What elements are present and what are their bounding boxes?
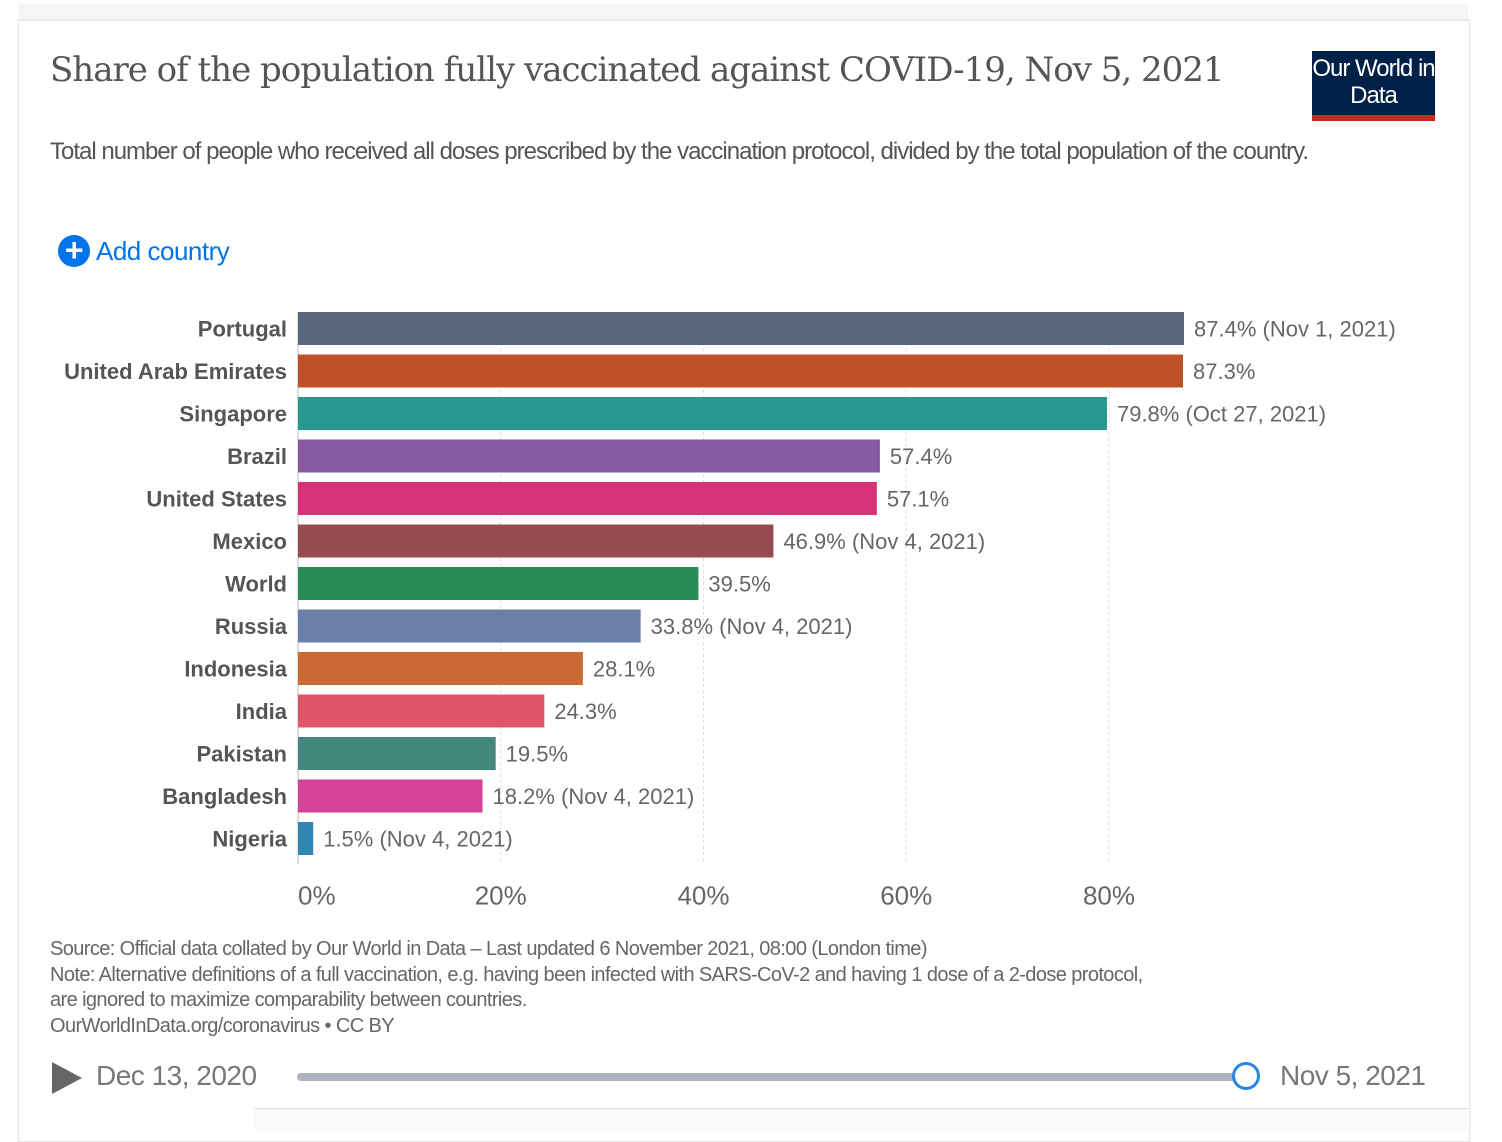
owid-logo[interactable]: Our World in Data [1312,51,1436,121]
bar-bangladesh [298,779,483,813]
plus-circle-icon: + [58,234,90,267]
bar-pakistan [298,737,496,770]
add-country-button[interactable]: + Add country [58,234,230,267]
bar-india [298,694,545,728]
category-label: Nigeria [212,827,287,852]
category-label: United States [146,487,287,512]
timeline-end-date: Nov 5, 2021 [1280,1060,1426,1091]
category-label: World [225,572,287,597]
bar-russia [298,609,641,643]
play-icon[interactable] [52,1062,82,1094]
category-label: Singapore [179,402,287,427]
data-label: 33.8% (Nov 4, 2021) [651,614,853,639]
data-label: 46.9% (Nov 4, 2021) [783,529,985,554]
source-text: Source: Official data collated by Our Wo… [50,938,928,960]
category-label: Indonesia [184,657,287,682]
bar-indonesia [298,652,583,685]
tab-bar [254,1108,1468,1131]
data-label: 87.4% (Nov 1, 2021) [1194,317,1396,342]
category-label: United Arab Emirates [64,359,287,384]
note-text-2: are ignored to maximize comparability be… [50,989,527,1011]
category-label: Pakistan [197,742,288,767]
data-label: 24.3% [554,699,616,724]
bar-united-arab-emirates [298,354,1184,388]
footer: Source: Official data collated by Our Wo… [50,937,1143,1039]
bar-nigeria [298,822,314,855]
data-label: 1.5% (Nov 4, 2021) [323,827,513,852]
add-country-label: Add country [96,235,230,266]
data-label: 87.3% [1193,359,1255,384]
bar-mexico [298,524,774,558]
category-label: Mexico [212,529,287,554]
x-tick-label: 80% [1083,881,1135,911]
bar-singapore [298,397,1107,430]
bar-chart: 0% 20% 40% 60% 80% Portugal 87.4% (Nov 1, 2021… [64,312,1396,911]
top-bar [18,4,1468,20]
timeline-slider-handle[interactable] [1232,1062,1260,1090]
data-label: 39.5% [708,572,770,597]
data-label: 18.2% (Nov 4, 2021) [493,784,695,809]
note-text: Note: Alternative definitions of a full … [50,963,1143,986]
x-tick-label: 40% [677,881,729,911]
category-label: Bangladesh [162,784,287,809]
category-label: Portugal [198,317,287,342]
bar-united-states [298,482,877,515]
category-label: Russia [215,614,288,639]
timeline: Dec 13, 2020 Nov 5, 2021 [50,1058,1450,1098]
data-label: 79.8% (Oct 27, 2021) [1117,402,1326,427]
data-label: 57.4% [890,444,952,469]
license-link[interactable]: OurWorldInData.org/coronavirus • CC BY [50,1014,395,1037]
x-tick-label: 60% [880,881,932,911]
timeline-slider-track[interactable] [297,1073,1247,1081]
bar-portugal [298,312,1185,345]
bar-world [298,567,699,600]
chart-subtitle: Total number of people who received all … [50,138,1309,165]
category-label: India [236,699,288,724]
data-label: 28.1% [593,657,655,682]
chart-title: Share of the population fully vaccinated… [50,50,1225,90]
x-tick-label: 0% [298,881,336,911]
bar-brazil [298,439,880,473]
timeline-start-date: Dec 13, 2020 [96,1060,257,1091]
data-label: 19.5% [506,742,568,767]
x-tick-label: 20% [475,881,527,911]
chart-frame [18,20,1470,1142]
data-label: 57.1% [887,487,949,512]
category-label: Brazil [227,444,287,469]
